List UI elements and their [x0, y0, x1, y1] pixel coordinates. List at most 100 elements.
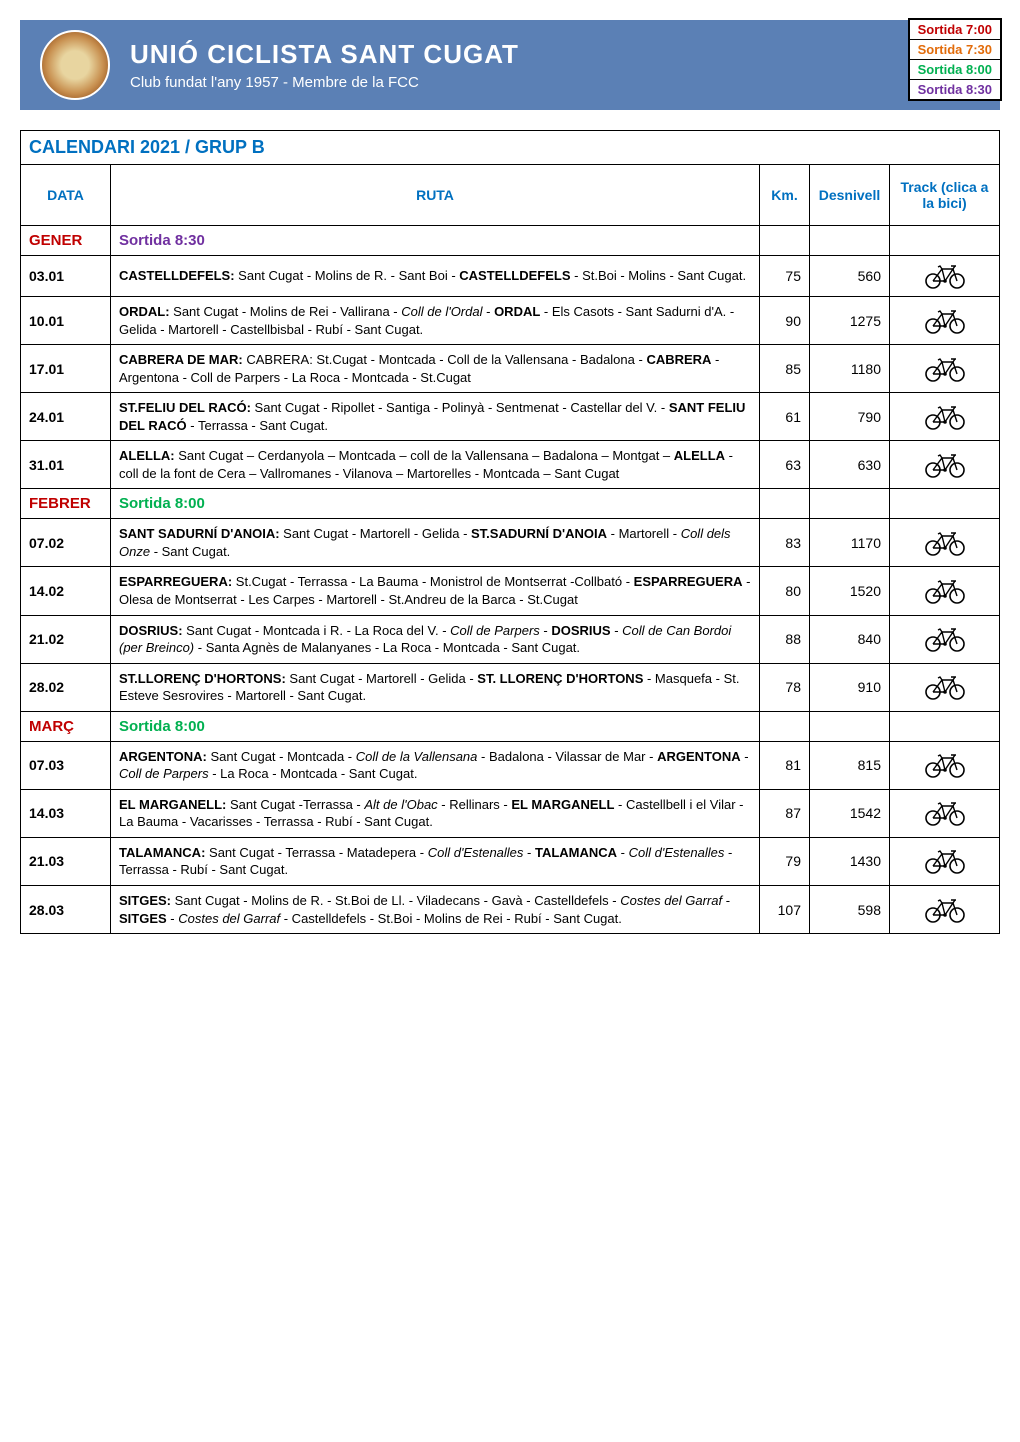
bike-icon: [923, 896, 967, 924]
col-data: DATA: [21, 165, 111, 226]
col-track: Track (clica a la bici): [890, 165, 1000, 226]
track-cell[interactable]: [890, 741, 1000, 789]
ruta-cell: ESPARREGUERA: St.Cugat - Terrassa - La B…: [111, 567, 760, 615]
header-banner: UNIÓ CICLISTA SANT CUGAT Club fundat l'a…: [20, 20, 1000, 110]
km-cell: 75: [760, 256, 810, 297]
desnivell-cell: 815: [810, 741, 890, 789]
sortida-legend-item: Sortida 8:00: [910, 60, 1000, 80]
calendar-title: CALENDARI 2021 / GRUP B: [21, 131, 760, 165]
km-cell: 81: [760, 741, 810, 789]
desnivell-cell: 840: [810, 615, 890, 663]
ruta-cell: ALELLA: Sant Cugat – Cerdanyola – Montca…: [111, 441, 760, 489]
date-cell: 21.03: [21, 837, 111, 885]
desnivell-cell: 1180: [810, 345, 890, 393]
route-row: 14.02ESPARREGUERA: St.Cugat - Terrassa -…: [21, 567, 1000, 615]
date-cell: 07.03: [21, 741, 111, 789]
date-cell: 31.01: [21, 441, 111, 489]
sortida-legend: Sortida 7:00Sortida 7:30Sortida 8:00Sort…: [908, 18, 1002, 101]
month-sortida: Sortida 8:00: [111, 489, 760, 519]
month-row: GENERSortida 8:30: [21, 226, 1000, 256]
km-cell: 80: [760, 567, 810, 615]
km-cell: 90: [760, 297, 810, 345]
track-cell[interactable]: [890, 297, 1000, 345]
bike-icon: [923, 529, 967, 557]
date-cell: 28.03: [21, 886, 111, 934]
bike-icon: [923, 577, 967, 605]
route-row: 28.02ST.LLORENÇ D'HORTONS: Sant Cugat - …: [21, 663, 1000, 711]
desnivell-cell: 790: [810, 393, 890, 441]
track-cell[interactable]: [890, 519, 1000, 567]
km-cell: 88: [760, 615, 810, 663]
desnivell-cell: 630: [810, 441, 890, 489]
sortida-legend-item: Sortida 7:00: [910, 20, 1000, 40]
route-row: 07.02SANT SADURNÍ D'ANOIA: Sant Cugat - …: [21, 519, 1000, 567]
date-cell: 03.01: [21, 256, 111, 297]
bike-icon: [923, 355, 967, 383]
col-ruta: RUTA: [111, 165, 760, 226]
track-cell[interactable]: [890, 837, 1000, 885]
desnivell-cell: 1520: [810, 567, 890, 615]
ruta-cell: TALAMANCA: Sant Cugat - Terrassa - Matad…: [111, 837, 760, 885]
track-cell[interactable]: [890, 256, 1000, 297]
ruta-cell: ORDAL: Sant Cugat - Molins de Rei - Vall…: [111, 297, 760, 345]
desnivell-cell: 560: [810, 256, 890, 297]
month-sortida: Sortida 8:00: [111, 711, 760, 741]
month-row: FEBRERSortida 8:00: [21, 489, 1000, 519]
track-cell[interactable]: [890, 663, 1000, 711]
route-row: 10.01ORDAL: Sant Cugat - Molins de Rei -…: [21, 297, 1000, 345]
km-cell: 85: [760, 345, 810, 393]
col-desnivell: Desnivell: [810, 165, 890, 226]
desnivell-cell: 1430: [810, 837, 890, 885]
track-cell[interactable]: [890, 886, 1000, 934]
date-cell: 24.01: [21, 393, 111, 441]
route-row: 17.01CABRERA DE MAR: CABRERA: St.Cugat -…: [21, 345, 1000, 393]
route-row: 28.03SITGES: Sant Cugat - Molins de R. -…: [21, 886, 1000, 934]
track-cell[interactable]: [890, 441, 1000, 489]
km-cell: 79: [760, 837, 810, 885]
route-row: 03.01CASTELLDEFELS: Sant Cugat - Molins …: [21, 256, 1000, 297]
date-cell: 14.02: [21, 567, 111, 615]
route-row: 21.03TALAMANCA: Sant Cugat - Terrassa - …: [21, 837, 1000, 885]
bike-icon: [923, 403, 967, 431]
date-cell: 17.01: [21, 345, 111, 393]
ruta-cell: ST.LLORENÇ D'HORTONS: Sant Cugat - Marto…: [111, 663, 760, 711]
date-cell: 10.01: [21, 297, 111, 345]
ruta-cell: CABRERA DE MAR: CABRERA: St.Cugat - Mont…: [111, 345, 760, 393]
desnivell-cell: 1542: [810, 789, 890, 837]
route-row: 24.01ST.FELIU DEL RACÓ: Sant Cugat - Rip…: [21, 393, 1000, 441]
date-cell: 14.03: [21, 789, 111, 837]
month-name: FEBRER: [21, 489, 111, 519]
track-cell[interactable]: [890, 567, 1000, 615]
month-row: MARÇSortida 8:00: [21, 711, 1000, 741]
bike-icon: [923, 625, 967, 653]
date-cell: 21.02: [21, 615, 111, 663]
route-row: 07.03ARGENTONA: Sant Cugat - Montcada - …: [21, 741, 1000, 789]
bike-icon: [923, 673, 967, 701]
track-cell[interactable]: [890, 789, 1000, 837]
km-cell: 78: [760, 663, 810, 711]
club-logo: [40, 30, 110, 100]
bike-icon: [923, 847, 967, 875]
month-name: MARÇ: [21, 711, 111, 741]
km-cell: 83: [760, 519, 810, 567]
ruta-cell: SANT SADURNÍ D'ANOIA: Sant Cugat - Marto…: [111, 519, 760, 567]
route-row: 14.03EL MARGANELL: Sant Cugat -Terrassa …: [21, 789, 1000, 837]
sortida-legend-item: Sortida 8:30: [910, 80, 1000, 99]
desnivell-cell: 1275: [810, 297, 890, 345]
track-cell[interactable]: [890, 393, 1000, 441]
ruta-cell: DOSRIUS: Sant Cugat - Montcada i R. - La…: [111, 615, 760, 663]
track-cell[interactable]: [890, 615, 1000, 663]
desnivell-cell: 910: [810, 663, 890, 711]
month-sortida: Sortida 8:30: [111, 226, 760, 256]
header-row: DATA RUTA Km. Desnivell Track (clica a l…: [21, 165, 1000, 226]
km-cell: 61: [760, 393, 810, 441]
header-title: UNIÓ CICLISTA SANT CUGAT: [130, 39, 980, 70]
header-subtitle: Club fundat l'any 1957 - Membre de la FC…: [130, 74, 980, 91]
km-cell: 63: [760, 441, 810, 489]
bike-icon: [923, 307, 967, 335]
col-km: Km.: [760, 165, 810, 226]
bike-icon: [923, 799, 967, 827]
desnivell-cell: 598: [810, 886, 890, 934]
route-row: 21.02DOSRIUS: Sant Cugat - Montcada i R.…: [21, 615, 1000, 663]
track-cell[interactable]: [890, 345, 1000, 393]
